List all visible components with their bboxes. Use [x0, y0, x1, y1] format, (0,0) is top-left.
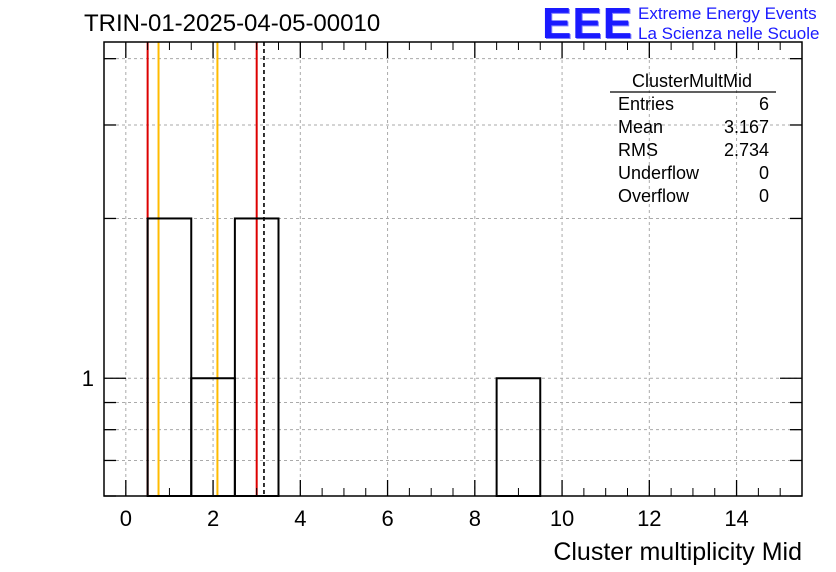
- x-axis-title: Cluster multiplicity Mid: [553, 538, 802, 566]
- stats-box: ClusterMultMid Entries 6 Mean 3.167 RMS 2.734…: [610, 71, 776, 206]
- histogram-bars: [146, 217, 542, 498]
- stats-row-label: RMS: [618, 140, 658, 160]
- stats-row-label: Overflow: [618, 186, 690, 206]
- histogram-bar: [190, 377, 236, 497]
- stats-row-label: Underflow: [618, 163, 700, 183]
- stats-row-label: Mean: [618, 117, 663, 137]
- stats-row-value: 0: [759, 163, 769, 183]
- grid-layer: [104, 42, 802, 497]
- stats-row-value: 0: [759, 186, 769, 206]
- stats-row-value: 3.167: [724, 117, 769, 137]
- stats-row-value: 6: [759, 94, 769, 114]
- y-tick-labels: 1: [82, 366, 94, 391]
- stats-row-label: Entries: [618, 94, 674, 114]
- histogram-bar: [495, 377, 542, 497]
- eee-logo: EEE Extreme Energy Events La Scienza nel…: [542, 2, 832, 48]
- logo-subtitle-2: La Scienza nelle Scuole: [638, 24, 820, 43]
- x-tick-label: 0: [120, 506, 132, 531]
- x-tick-label: 14: [724, 506, 748, 531]
- marker-layer: [146, 42, 265, 496]
- x-tick-label: 6: [381, 506, 393, 531]
- x-tick-label: 8: [469, 506, 481, 531]
- y-tick-label: 1: [82, 366, 94, 391]
- page-title: TRIN-01-2025-04-05-00010: [84, 10, 381, 37]
- x-tick-labels: 0 2 4 6 8 10 12 14: [120, 506, 749, 531]
- x-tick-label: 10: [550, 506, 574, 531]
- axis-ticks: [103, 42, 803, 497]
- logo-subtitle-1: Extreme Energy Events: [638, 4, 817, 23]
- plot-frame: [103, 41, 803, 497]
- stats-rows: Entries 6 Mean 3.167 RMS 2.734 Underflow 0 Overf…: [618, 94, 769, 206]
- stats-title: ClusterMultMid: [632, 71, 752, 91]
- stats-row-value: 2.734: [724, 140, 769, 160]
- histogram-bar: [146, 217, 193, 498]
- logo-mark: EEE: [542, 0, 634, 48]
- x-tick-label: 12: [637, 506, 661, 531]
- x-tick-label: 2: [207, 506, 219, 531]
- x-tick-label: 4: [294, 506, 306, 531]
